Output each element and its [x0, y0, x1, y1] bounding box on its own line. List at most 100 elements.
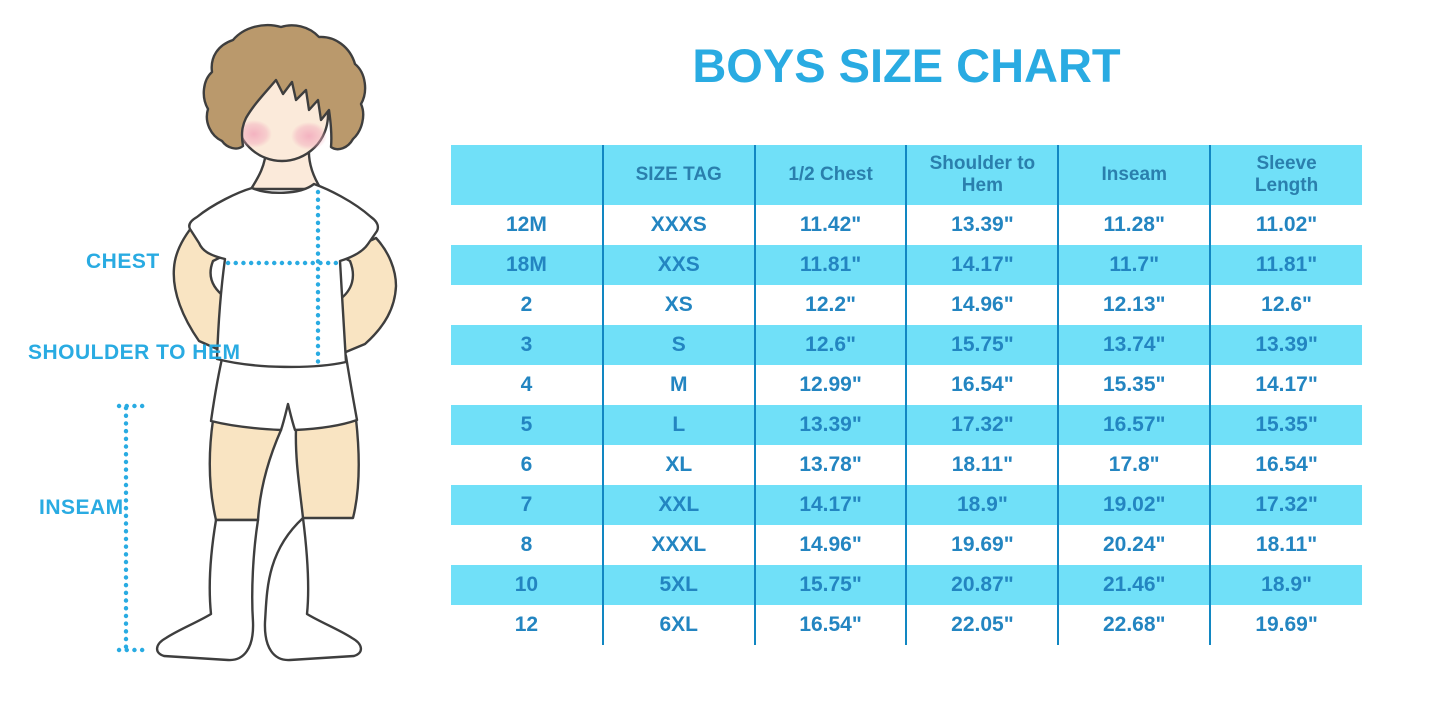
shoulder-to-hem-cell: 14.17" — [905, 245, 1059, 285]
sleeve-length-cell: 11.02" — [1209, 205, 1362, 245]
sleeve-length-cell: 14.17" — [1209, 365, 1362, 405]
header-row: SIZE TAG 1/2 Chest Shoulder to Hem Insea… — [451, 145, 1362, 205]
table-row: 6 XL 13.78" 18.11" 17.8" 16.54" — [451, 445, 1362, 485]
size-tag-cell: XXL — [601, 485, 755, 525]
shoulder-to-hem-cell: 16.54" — [905, 365, 1059, 405]
boy-figure-drawing — [116, 23, 398, 662]
size-tag-cell: L — [601, 405, 755, 445]
inseam-label: INSEAM — [39, 496, 124, 519]
table-row: 3 S 12.6" 15.75" 13.74" 13.39" — [451, 325, 1362, 365]
size-cell: 3 — [451, 325, 603, 365]
header-cell-sleeve-length: Sleeve Length — [1209, 145, 1362, 205]
size-tag-cell: XXXL — [601, 525, 755, 565]
half-chest-cell: 16.54" — [753, 605, 907, 645]
sleeve-length-cell: 19.69" — [1209, 605, 1362, 645]
inseam-cell: 11.28" — [1057, 205, 1211, 245]
size-cell: 18M — [451, 245, 603, 285]
size-table-body: 12M XXXS 11.42" 13.39" 11.28" 11.02" 18M… — [451, 205, 1362, 645]
boy-illustration: CHEST SHOULDER TO HEM INSEAM — [0, 0, 430, 723]
table-row: 12M XXXS 11.42" 13.39" 11.28" 11.02" — [451, 205, 1362, 245]
table-row: 7 XXL 14.17" 18.9" 19.02" 17.32" — [451, 485, 1362, 525]
size-cell: 7 — [451, 485, 603, 525]
half-chest-cell: 12.6" — [753, 325, 907, 365]
size-cell: 6 — [520, 453, 533, 476]
table-row: 2 XS 12.2" 14.96" 12.13" 12.6" — [451, 285, 1362, 325]
left-leg — [208, 418, 283, 522]
inseam-cell: 22.68" — [1057, 605, 1211, 645]
sleeve-length-cell: 16.54" — [1209, 445, 1362, 485]
size-table: SIZE TAG 1/2 Chest Shoulder to Hem Insea… — [451, 145, 1362, 645]
sleeve-length-cell: 17.32" — [1209, 485, 1362, 525]
shoulder-to-hem-cell: 17.32" — [905, 405, 1059, 445]
sleeve-length-cell: 18.9" — [1209, 565, 1362, 605]
inseam-cell: 15.35" — [1057, 365, 1211, 405]
inseam-cell: 19.02" — [1057, 485, 1211, 525]
header-cell-size-tag: SIZE TAG — [601, 145, 755, 205]
page-title: BOYS SIZE CHART — [692, 39, 1121, 92]
size-table-header: SIZE TAG 1/2 Chest Shoulder to Hem Insea… — [451, 145, 1362, 205]
shoulder-to-hem-cell: 18.9" — [905, 485, 1059, 525]
size-cell: 12 — [514, 613, 539, 636]
shoulder-to-hem-cell: 15.75" — [905, 325, 1059, 365]
sleeve-length-cell: 15.35" — [1209, 405, 1362, 445]
shoulder-to-hem-cell: 18.11" — [905, 445, 1059, 485]
half-chest-cell: 11.42" — [753, 205, 907, 245]
size-tag-cell: XL — [601, 445, 755, 485]
size-tag-cell: XXXS — [601, 205, 755, 245]
header-cell-size — [451, 145, 603, 205]
inseam-cell: 16.57" — [1057, 405, 1211, 445]
shoulder-to-hem-cell: 19.69" — [905, 525, 1059, 565]
size-tag-cell: 6XL — [601, 605, 755, 645]
header-cell-shoulder-to-hem: Shoulder to Hem — [905, 145, 1059, 205]
sleeve-length-cell: 11.81" — [1209, 245, 1362, 285]
table-row: 5 L 13.39" 17.32" 16.57" 15.35" — [451, 405, 1362, 445]
inseam-cell: 21.46" — [1057, 565, 1211, 605]
table-row: 12 6XL 16.54" 22.05" 22.68" 19.69" — [451, 605, 1362, 645]
right-cheek-blush — [291, 122, 327, 150]
half-chest-cell: 14.96" — [753, 525, 907, 565]
half-chest-cell: 12.99" — [753, 365, 907, 405]
size-cell: 10 — [451, 565, 603, 605]
hair — [202, 23, 367, 151]
size-tag-cell: XS — [601, 285, 755, 325]
left-cheek-blush — [236, 120, 272, 148]
size-cell: 8 — [520, 533, 533, 556]
chest-label: CHEST — [86, 250, 160, 273]
left-sock — [155, 518, 260, 662]
shoulder-to-hem-cell: 14.96" — [905, 285, 1059, 325]
half-chest-cell: 15.75" — [753, 565, 907, 605]
header-cell-half-chest: 1/2 Chest — [753, 145, 907, 205]
half-chest-cell: 11.81" — [753, 245, 907, 285]
size-tag-cell: S — [601, 325, 755, 365]
right-arm — [337, 236, 398, 356]
size-tag-cell: XXS — [601, 245, 755, 285]
table-row: 8 XXXL 14.96" 19.69" 20.24" 18.11" — [451, 525, 1362, 565]
half-chest-cell: 13.78" — [753, 445, 907, 485]
header-cell-inseam: Inseam — [1057, 145, 1211, 205]
sleeve-length-cell: 13.39" — [1209, 325, 1362, 365]
table-row: 18M XXS 11.81" 14.17" 11.7" 11.81" — [451, 245, 1362, 285]
inseam-cell: 11.7" — [1057, 245, 1211, 285]
t-shirt — [188, 182, 380, 369]
sleeve-length-cell: 18.11" — [1209, 525, 1362, 565]
half-chest-cell: 13.39" — [753, 405, 907, 445]
right-sock — [263, 516, 363, 662]
half-chest-cell: 14.17" — [753, 485, 907, 525]
size-cell: 4 — [520, 373, 533, 396]
table-row: 4 M 12.99" 16.54" 15.35" 14.17" — [451, 365, 1362, 405]
inseam-cell: 20.24" — [1057, 525, 1211, 565]
inseam-cell: 12.13" — [1057, 285, 1211, 325]
size-cell: 2 — [520, 293, 533, 316]
inseam-cell: 13.74" — [1057, 325, 1211, 365]
right-leg — [294, 417, 360, 520]
table-row: 10 5XL 15.75" 20.87" 21.46" 18.9" — [451, 565, 1362, 605]
size-cell: 5 — [451, 405, 603, 445]
shoulder-to-hem-cell: 13.39" — [905, 205, 1059, 245]
sleeve-length-cell: 12.6" — [1209, 285, 1362, 325]
inseam-cell: 17.8" — [1057, 445, 1211, 485]
size-cell: 12M — [505, 213, 547, 236]
shoulder-to-hem-label: SHOULDER TO HEM — [28, 341, 241, 364]
half-chest-cell: 12.2" — [753, 285, 907, 325]
shoulder-to-hem-cell: 20.87" — [905, 565, 1059, 605]
